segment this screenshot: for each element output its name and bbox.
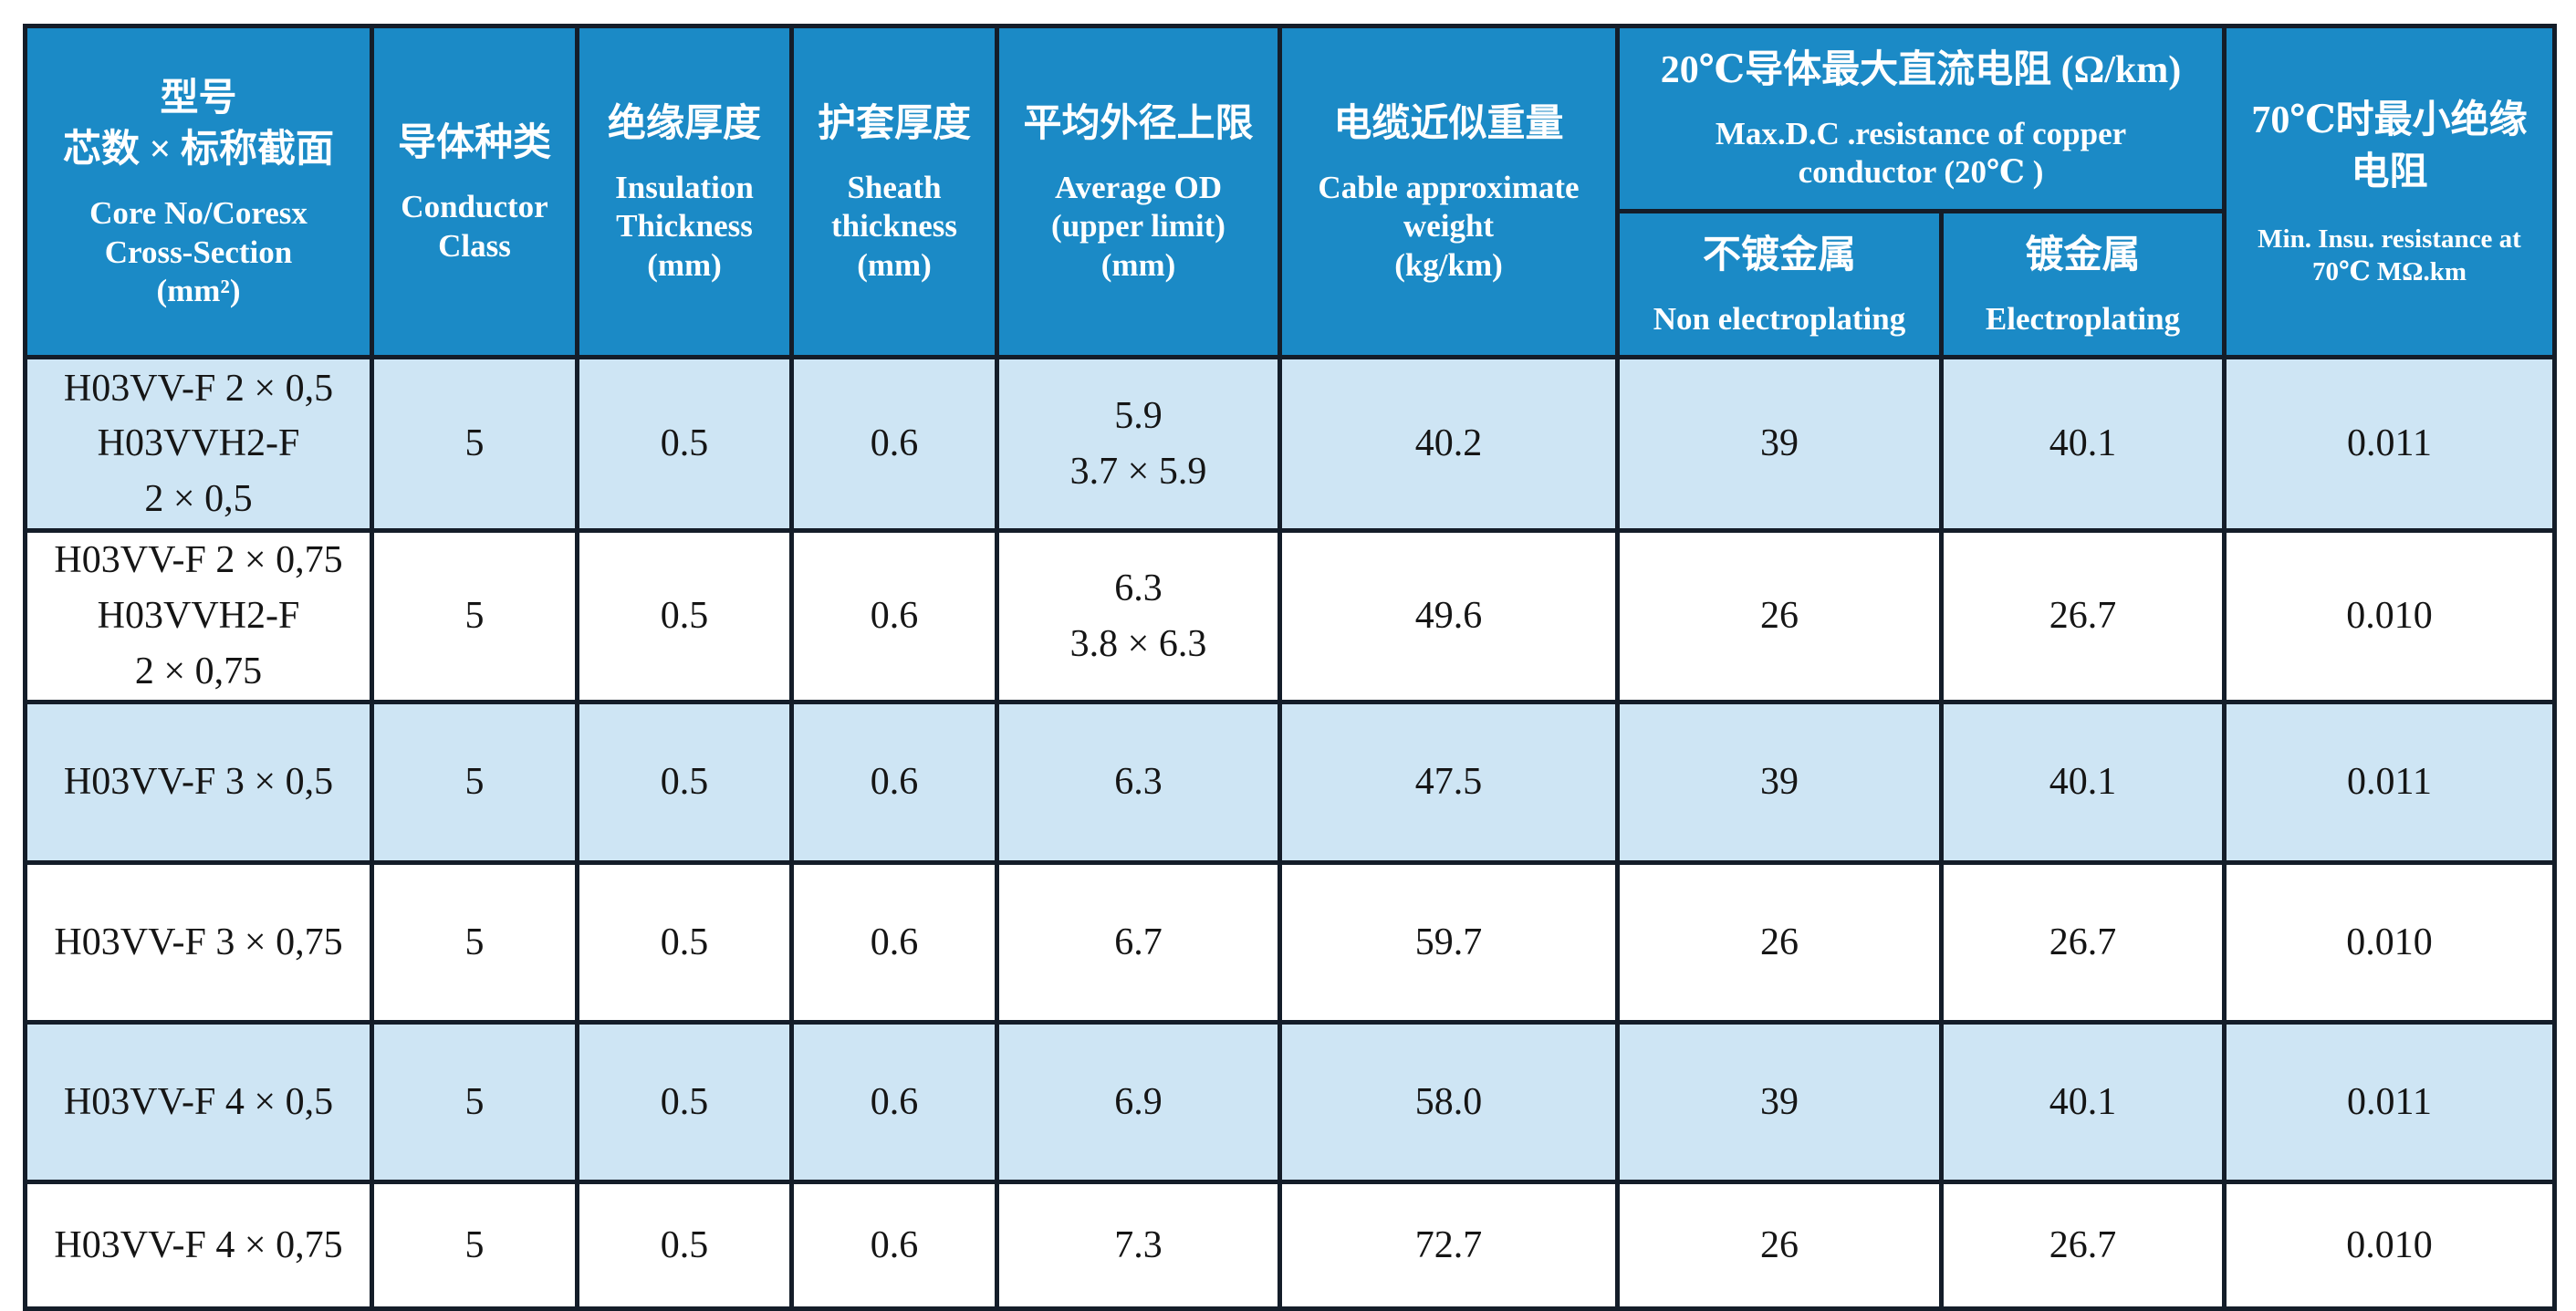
cell-weight: 59.7 bbox=[1278, 860, 1620, 1025]
header-min-insulation-zh: 70℃时最小绝缘 电阻 bbox=[2251, 99, 2528, 193]
header-dc-resistance-en: Max.D.C .resistance of copper conductor … bbox=[1715, 115, 2127, 191]
cell-insulation: 0.5 bbox=[575, 1180, 794, 1311]
table-row: H03VV-F 3 × 0,75 5 0.5 0.6 6.7 59.7 26 2… bbox=[23, 860, 2558, 1025]
header-electroplating-en: Electroplating bbox=[1985, 300, 2181, 337]
cell-sheath: 0.6 bbox=[789, 1020, 999, 1185]
header-dc-resistance-group: 20℃导体最大直流电阻 (Ω/km) Max.D.C .resistance o… bbox=[1614, 23, 2227, 214]
table-row: H03VV-F 2 × 0,75 H03VVH2-F 2 × 0,75 5 0.… bbox=[23, 528, 2558, 705]
cell-weight: 40.2 bbox=[1278, 355, 1620, 534]
cell-model: H03VV-F 3 × 0,75 bbox=[23, 860, 374, 1025]
header-conductor-class: 导体种类 Conductor Class bbox=[370, 23, 579, 360]
header-average-od-zh: 平均外径上限 bbox=[1023, 102, 1254, 145]
header-sheath-zh: 护套厚度 bbox=[817, 102, 971, 145]
cell-model: H03VV-F 3 × 0,5 bbox=[23, 700, 374, 866]
cell-electroplating: 40.1 bbox=[1938, 355, 2227, 534]
cell-sheath: 0.6 bbox=[789, 355, 999, 534]
header-electroplating: 镀金属 Electroplating bbox=[1938, 209, 2227, 360]
cell-weight: 47.5 bbox=[1278, 700, 1620, 866]
cell-conductor-class: 5 bbox=[370, 1180, 579, 1311]
header-dc-resistance-zh: 20℃导体最大直流电阻 (Ω/km) bbox=[1660, 49, 2182, 91]
cell-conductor-class: 5 bbox=[370, 860, 579, 1025]
cell-model: H03VV-F 4 × 0,5 bbox=[23, 1020, 374, 1185]
cell-insulation: 0.5 bbox=[575, 528, 794, 705]
cell-weight: 58.0 bbox=[1278, 1020, 1620, 1185]
header-insulation-zh: 绝缘厚度 bbox=[607, 102, 761, 145]
cell-min-insulation: 0.011 bbox=[2222, 355, 2558, 534]
table-row: H03VV-F 4 × 0,75 5 0.5 0.6 7.3 72.7 26 2… bbox=[23, 1180, 2558, 1311]
cable-spec-table: 型号 芯数 × 标称截面 Core No/Coresx Cross-Sectio… bbox=[23, 23, 2558, 1311]
cell-non-electroplating: 26 bbox=[1615, 528, 1944, 705]
cell-conductor-class: 5 bbox=[370, 528, 579, 705]
header-model-zh: 型号 芯数 × 标称截面 bbox=[63, 77, 334, 172]
header-insulation-thickness: 绝缘厚度 Insulation Thickness (mm) bbox=[575, 23, 794, 360]
cell-electroplating: 26.7 bbox=[1938, 1180, 2227, 1311]
cell-conductor-class: 5 bbox=[370, 355, 579, 534]
cell-average-od: 6.7 bbox=[995, 860, 1282, 1025]
cell-sheath: 0.6 bbox=[789, 700, 999, 866]
header-average-od: 平均外径上限 Average OD (upper limit) (mm) bbox=[995, 23, 1282, 360]
cell-average-od: 6.9 bbox=[995, 1020, 1282, 1185]
cell-sheath: 0.6 bbox=[789, 860, 999, 1025]
header-conductor-class-zh: 导体种类 bbox=[397, 122, 551, 165]
cell-non-electroplating: 39 bbox=[1615, 355, 1944, 534]
cell-insulation: 0.5 bbox=[575, 355, 794, 534]
cell-average-od: 5.9 3.7 × 5.9 bbox=[995, 355, 1282, 534]
cell-model: H03VV-F 2 × 0,5 H03VVH2-F 2 × 0,5 bbox=[23, 355, 374, 534]
header-sheath-thickness: 护套厚度 Sheath thickness (mm) bbox=[789, 23, 999, 360]
cell-insulation: 0.5 bbox=[575, 1020, 794, 1185]
header-cable-weight-en: Cable approximate weight (kg/km) bbox=[1318, 169, 1580, 283]
cell-non-electroplating: 39 bbox=[1615, 1020, 1944, 1185]
cell-sheath: 0.6 bbox=[789, 1180, 999, 1311]
header-non-electroplating: 不镀金属 Non electroplating bbox=[1615, 209, 1944, 360]
cell-min-insulation: 0.010 bbox=[2222, 860, 2558, 1025]
cell-non-electroplating: 26 bbox=[1615, 1180, 1944, 1311]
cell-weight: 72.7 bbox=[1278, 1180, 1620, 1311]
header-average-od-en: Average OD (upper limit) (mm) bbox=[1051, 169, 1225, 283]
cell-average-od: 7.3 bbox=[995, 1180, 1282, 1311]
header-non-electroplating-en: Non electroplating bbox=[1653, 300, 1906, 337]
cell-non-electroplating: 26 bbox=[1615, 860, 1944, 1025]
header-min-insulation-resistance: 70℃时最小绝缘 电阻 Min. Insu. resistance at 70℃… bbox=[2222, 23, 2558, 360]
header-cable-weight-zh: 电缆近似重量 bbox=[1333, 102, 1564, 145]
cell-weight: 49.6 bbox=[1278, 528, 1620, 705]
cell-electroplating: 26.7 bbox=[1938, 528, 2227, 705]
table-row: H03VV-F 2 × 0,5 H03VVH2-F 2 × 0,5 5 0.5 … bbox=[23, 355, 2558, 534]
cell-model: H03VV-F 4 × 0,75 bbox=[23, 1180, 374, 1311]
cell-insulation: 0.5 bbox=[575, 860, 794, 1025]
header-cable-weight: 电缆近似重量 Cable approximate weight (kg/km) bbox=[1278, 23, 1620, 360]
cell-average-od: 6.3 3.8 × 6.3 bbox=[995, 528, 1282, 705]
header-electroplating-zh: 镀金属 bbox=[2025, 234, 2141, 277]
cell-min-insulation: 0.011 bbox=[2222, 700, 2558, 866]
header-model: 型号 芯数 × 标称截面 Core No/Coresx Cross-Sectio… bbox=[23, 23, 374, 360]
header-model-en: Core No/Coresx Cross-Section (mm²) bbox=[89, 194, 308, 309]
cell-conductor-class: 5 bbox=[370, 700, 579, 866]
header-sheath-en: Sheath thickness (mm) bbox=[830, 169, 958, 283]
header-min-insulation-en: Min. Insu. resistance at 70℃ MΩ.km bbox=[2258, 224, 2521, 286]
cell-min-insulation: 0.011 bbox=[2222, 1020, 2558, 1185]
cell-average-od: 6.3 bbox=[995, 700, 1282, 866]
cell-electroplating: 40.1 bbox=[1938, 700, 2227, 866]
header-insulation-en: Insulation Thickness (mm) bbox=[615, 169, 754, 283]
cell-sheath: 0.6 bbox=[789, 528, 999, 705]
cell-min-insulation: 0.010 bbox=[2222, 528, 2558, 705]
cell-electroplating: 40.1 bbox=[1938, 1020, 2227, 1185]
table-row: H03VV-F 3 × 0,5 5 0.5 0.6 6.3 47.5 39 40… bbox=[23, 700, 2558, 866]
cell-conductor-class: 5 bbox=[370, 1020, 579, 1185]
cell-min-insulation: 0.010 bbox=[2222, 1180, 2558, 1311]
header-conductor-class-en: Conductor Class bbox=[401, 188, 548, 264]
header-non-electroplating-zh: 不镀金属 bbox=[1702, 234, 1856, 277]
cell-model: H03VV-F 2 × 0,75 H03VVH2-F 2 × 0,75 bbox=[23, 528, 374, 705]
cell-non-electroplating: 39 bbox=[1615, 700, 1944, 866]
table-row: H03VV-F 4 × 0,5 5 0.5 0.6 6.9 58.0 39 40… bbox=[23, 1020, 2558, 1185]
cell-electroplating: 26.7 bbox=[1938, 860, 2227, 1025]
cell-insulation: 0.5 bbox=[575, 700, 794, 866]
